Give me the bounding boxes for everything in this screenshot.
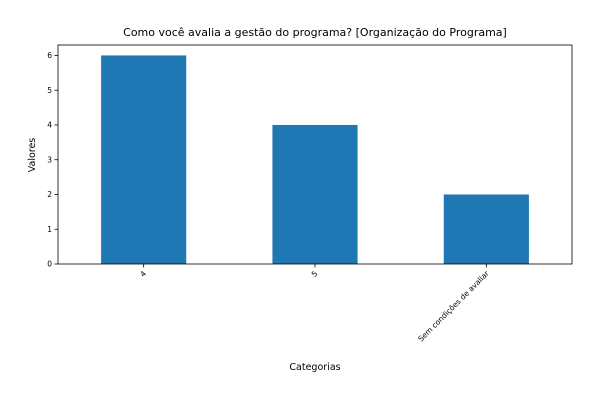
chart-title: Como você avalia a gestão do programa? [… — [123, 26, 507, 39]
y-tick-label-6: 6 — [47, 51, 52, 60]
y-tick-label-4: 4 — [47, 121, 52, 130]
y-axis-label: Valores — [27, 138, 38, 173]
bar-1 — [272, 124, 358, 264]
x-tick-label-0: 4 — [138, 269, 148, 279]
plot-frame — [57, 44, 573, 265]
x-tick-label-2: Sem condições de avaliar — [416, 268, 491, 343]
y-tick-label-0: 0 — [47, 260, 52, 269]
x-tick-label-1: 5 — [310, 269, 320, 279]
y-tick-label-1: 1 — [47, 225, 52, 234]
y-tick-label-2: 2 — [47, 190, 52, 199]
y-tick-label-5: 5 — [47, 86, 52, 95]
plot-area: 4 5 Sem condições de avaliar 0 1 2 3 4 5 6 — [47, 44, 573, 343]
bar-2 — [443, 194, 529, 264]
y-tick-label-3: 3 — [47, 155, 52, 164]
x-axis-label: Categorias — [289, 362, 340, 373]
bar-0 — [101, 55, 187, 264]
